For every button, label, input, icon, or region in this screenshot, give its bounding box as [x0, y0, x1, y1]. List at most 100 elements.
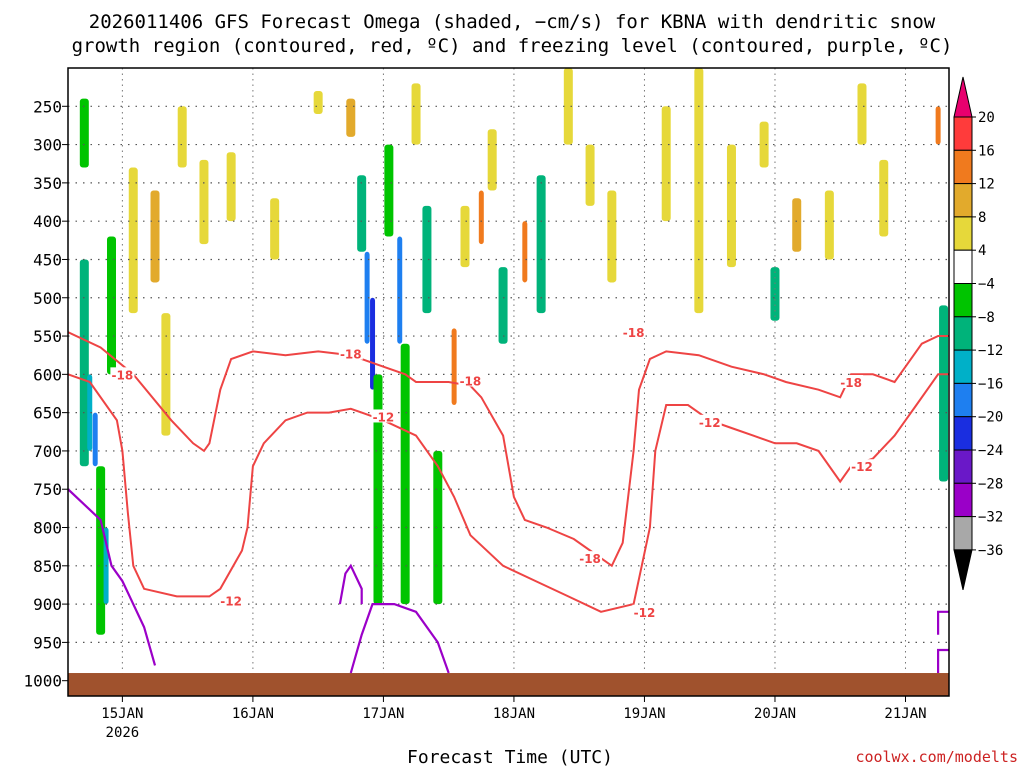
dgz-label-bg — [632, 604, 657, 618]
y-tick-label: 500 — [33, 289, 62, 308]
x-tick-label: 15JAN — [101, 706, 143, 722]
colorbar-label: −36 — [978, 543, 1003, 559]
colorbar-swatch — [953, 382, 973, 418]
dgz-label-bg — [458, 373, 483, 387]
x-axis-ticks: 15JAN 2026 16JAN 17JAN 18JAN 19JAN 20JAN 21JAN — [101, 696, 927, 741]
colorbar-label: 4 — [978, 243, 986, 259]
omega-cell — [397, 236, 403, 344]
omega-cell — [400, 343, 410, 605]
omega-cell — [226, 152, 236, 222]
colorbar-swatch — [953, 416, 973, 451]
y-tick-label: 400 — [33, 212, 62, 231]
dgz-label: -12 — [699, 416, 721, 430]
colorbar-label: −12 — [978, 343, 1003, 359]
dgz-label-bg — [839, 375, 864, 388]
omega-cell — [270, 198, 280, 260]
colorbar-swatch — [953, 183, 973, 218]
y-axis-ticks: 250 300 350 400 450 500 550 600 650 700 750 800 850 9… — [23, 97, 68, 691]
omega-cell — [92, 412, 98, 467]
colorbar-swatch — [953, 149, 973, 185]
omega-cell — [79, 98, 89, 168]
omega-cell — [346, 98, 356, 137]
omega-shading — [79, 68, 949, 635]
y-tick-label: 850 — [33, 557, 62, 576]
freezing-contour — [68, 488, 157, 666]
dgz-label: -18 — [460, 374, 482, 388]
dgz-contour — [68, 373, 949, 613]
y-tick-label: 900 — [33, 595, 62, 614]
y-tick-label: 350 — [33, 174, 62, 193]
omega-cell — [726, 144, 736, 268]
y-tick-label: 250 — [33, 97, 62, 116]
dgz-label: -18 — [840, 376, 862, 390]
plot-background — [68, 68, 949, 696]
y-tick-label: 300 — [33, 136, 62, 155]
omega-cell — [357, 175, 367, 252]
omega-cell — [694, 68, 704, 314]
freezing-contour — [937, 648, 949, 673]
plot-frame — [67, 67, 950, 697]
x-tick-label: 21JAN — [884, 706, 926, 722]
colorbar: 20 16 12 8 4 −4 −8 −12 −16 −20 −24 −28 −32 −36 — [953, 76, 1003, 591]
surface-terrain — [68, 673, 949, 696]
chart-title-line1: 2026011406 GFS Forecast Omega (shaded, −… — [89, 11, 936, 33]
omega-cell — [792, 198, 802, 252]
omega-cell — [107, 236, 117, 375]
omega-cell — [199, 159, 209, 245]
omega-cell — [411, 83, 421, 145]
omega-cell — [177, 106, 187, 168]
colorbar-label: 16 — [978, 143, 995, 159]
x-tick-label: 16JAN — [232, 706, 274, 722]
omega-cell — [128, 167, 138, 314]
colorbar-label: 12 — [978, 177, 995, 193]
colorbar-swatch — [953, 316, 973, 351]
dgz-label-bg — [849, 459, 874, 473]
omega-cell — [460, 205, 470, 268]
colorbar-label: −16 — [978, 376, 1003, 392]
omega-cell — [364, 251, 370, 344]
colorbar-label: −20 — [978, 410, 1003, 426]
dgz-label: -18 — [623, 326, 645, 340]
colorbar-swatch — [953, 516, 973, 551]
y-tick-label: 1000 — [23, 672, 62, 691]
colorbar-label: −8 — [978, 310, 995, 326]
dgz-label-bg — [697, 414, 722, 428]
dgz-label: -18 — [340, 348, 362, 362]
dgz-label: -12 — [373, 410, 395, 424]
colorbar-swatch — [953, 283, 973, 318]
y-tick-label: 950 — [33, 633, 62, 652]
colorbar-label: 8 — [978, 210, 986, 226]
omega-cell — [661, 106, 671, 222]
omega-cell — [939, 305, 949, 482]
grid-lines — [68, 68, 949, 696]
dgz-label: -18 — [579, 552, 601, 566]
x-tick-label: 19JAN — [623, 706, 665, 722]
omega-cell — [759, 121, 769, 168]
credit-link[interactable]: coolwx.com/modelts — [855, 748, 1018, 766]
freezing-contour — [937, 610, 949, 635]
omega-cell — [824, 190, 834, 260]
chart-title-line2: growth region (contoured, red, ºC) and f… — [72, 35, 953, 57]
colorbar-label: −28 — [978, 476, 1003, 492]
x-axis-label: Forecast Time (UTC) — [407, 747, 613, 768]
y-tick-label: 650 — [33, 404, 62, 423]
y-tick-label: 750 — [33, 480, 62, 499]
omega-cell — [370, 297, 376, 390]
dgz-label-bg — [371, 409, 396, 423]
omega-cell — [313, 90, 323, 114]
y-tick-label: 450 — [33, 250, 62, 269]
omega-cell — [585, 144, 595, 206]
y-tick-label: 800 — [33, 519, 62, 538]
omega-cell — [935, 106, 941, 145]
omega-cell — [857, 83, 867, 145]
plot-area: -18 -18 -18 -18 -18 -18 -12 -12 -12 -12 -12 250 300… — [23, 67, 950, 741]
omega-cell — [487, 129, 497, 191]
colorbar-label: −32 — [978, 510, 1003, 526]
omega-cell — [384, 144, 394, 237]
contour-lines: -18 -18 -18 -18 -18 -18 -12 -12 -12 -12 -12 — [68, 325, 949, 674]
x-tick-sublabel: 2026 — [106, 725, 140, 741]
omega-cell — [96, 466, 106, 635]
dgz-label: -12 — [220, 594, 242, 608]
colorbar-label: −24 — [978, 443, 1003, 459]
